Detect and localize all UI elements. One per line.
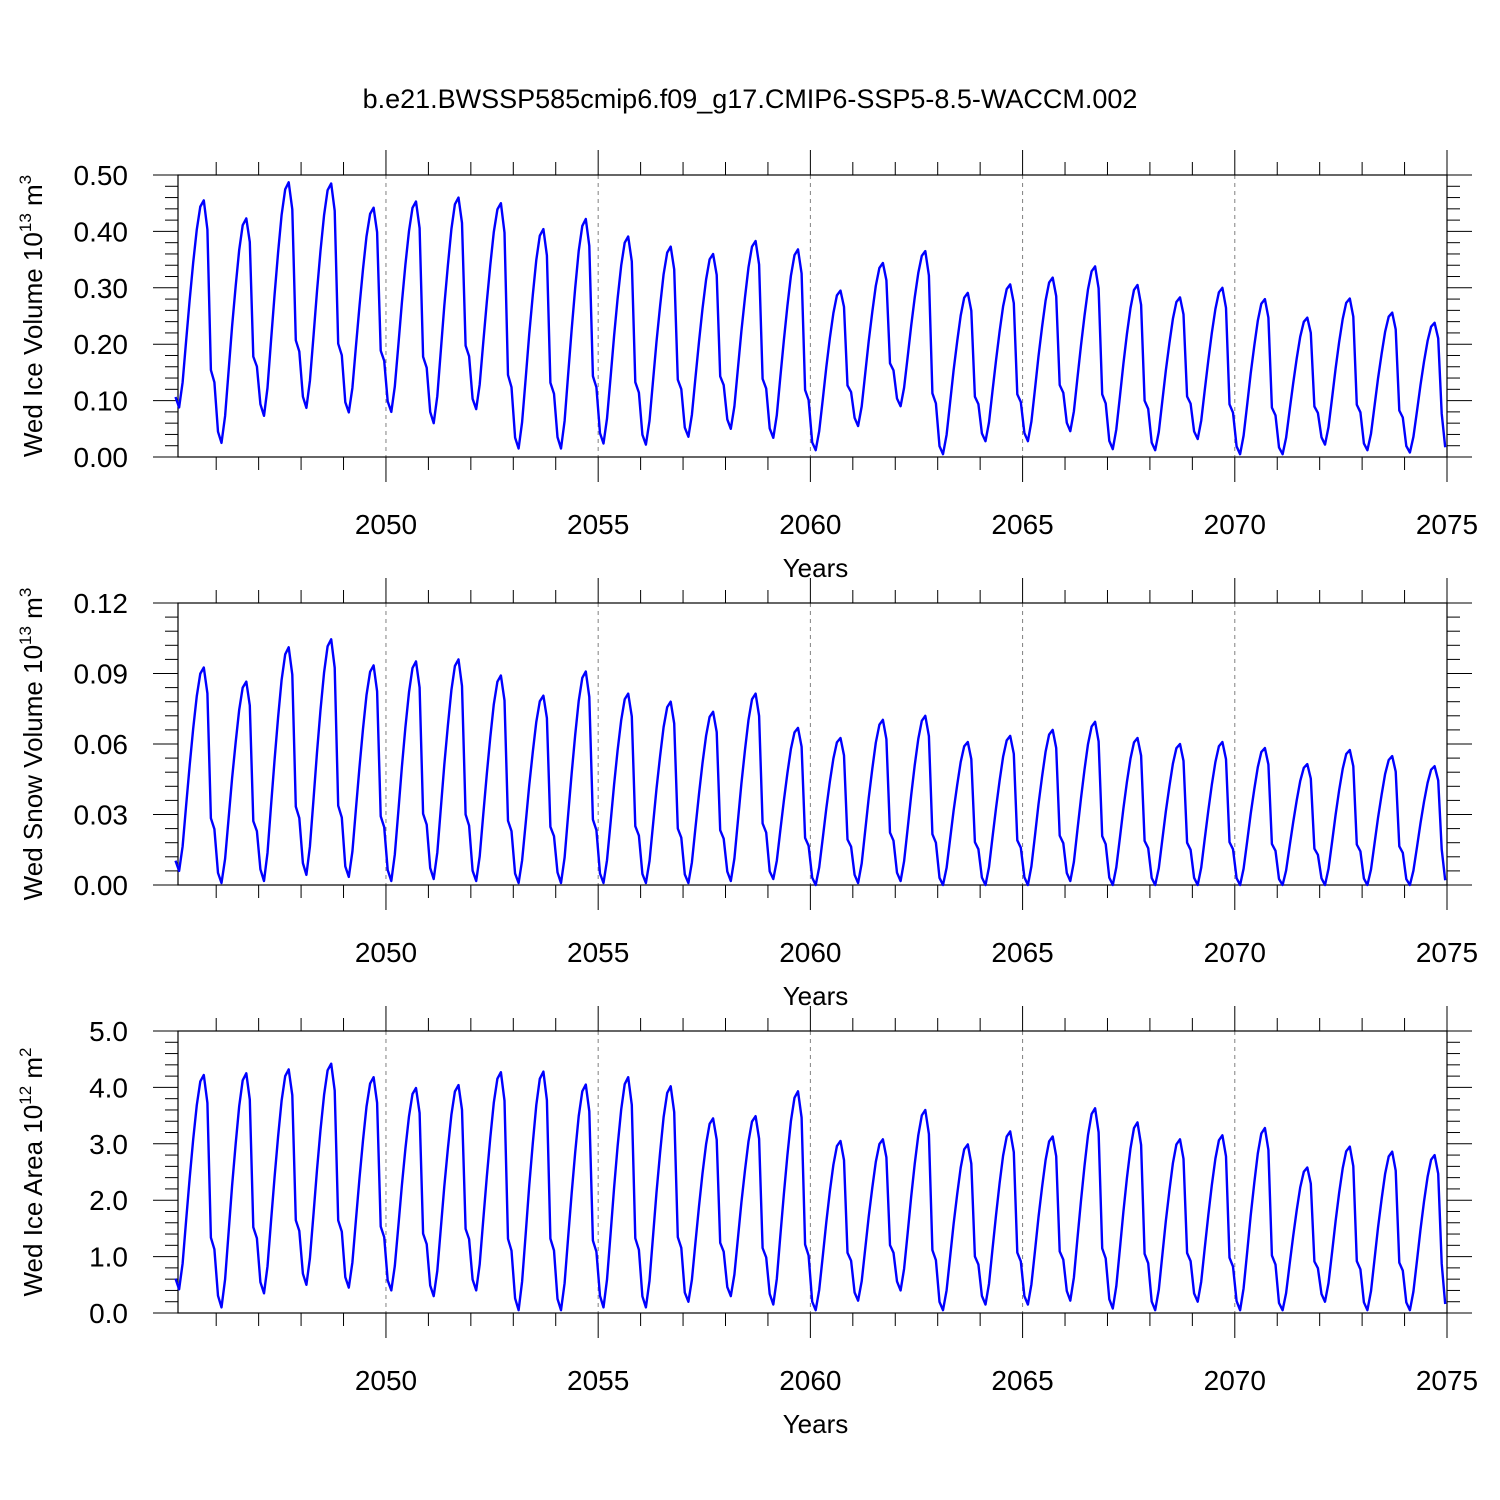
x-tick-label: 2070 bbox=[1204, 1365, 1266, 1396]
y-tick-label: 0.00 bbox=[74, 870, 129, 901]
y-tick-label: 4.0 bbox=[89, 1072, 128, 1103]
x-tick-label: 2065 bbox=[991, 509, 1053, 540]
x-tick-label: 2055 bbox=[567, 1365, 629, 1396]
y-tick-label: 3.0 bbox=[89, 1129, 128, 1160]
y-tick-label: 0.50 bbox=[74, 160, 129, 191]
x-tick-label: 2075 bbox=[1416, 1365, 1478, 1396]
x-tick-label: 2060 bbox=[779, 509, 841, 540]
x-tick-label: 2065 bbox=[991, 937, 1053, 968]
plot-frame bbox=[177, 174, 1448, 458]
y-tick-label: 0.00 bbox=[74, 442, 129, 473]
plot-frame bbox=[177, 1030, 1448, 1314]
panel-3: 0.0 1.0 2.0 3.0 4.0 5.0 2050 2055 2060 2065 2070 20… bbox=[16, 1006, 1478, 1439]
x-tick-label: 2065 bbox=[991, 1365, 1053, 1396]
x-tick-label: 2050 bbox=[355, 1365, 417, 1396]
x-tick-label: 2055 bbox=[567, 937, 629, 968]
y-tick-label: 2.0 bbox=[89, 1185, 128, 1216]
figure-title: b.e21.BWSSP585cmip6.f09_g17.CMIP6-SSP5-8… bbox=[362, 84, 1138, 114]
y-tick-label: 5.0 bbox=[89, 1016, 128, 1047]
y-tick-label: 0.09 bbox=[74, 659, 129, 690]
series-line bbox=[174, 638, 1447, 887]
x-tick-label: 2070 bbox=[1204, 509, 1266, 540]
x-axis-label: Years bbox=[783, 1409, 849, 1439]
y-tick-label: 0.0 bbox=[89, 1298, 128, 1329]
y-tick-label: 0.10 bbox=[74, 386, 129, 417]
x-tick-label: 2050 bbox=[355, 937, 417, 968]
x-tick-label: 2055 bbox=[567, 509, 629, 540]
y-tick-label: 0.12 bbox=[74, 588, 129, 619]
panel-1: 0.00 0.10 0.20 0.30 0.40 0.50 2050 2055 2060 2065… bbox=[16, 150, 1478, 583]
x-tick-label: 2075 bbox=[1416, 509, 1478, 540]
y-axis-label: Wed Ice Volume 1013 m3 bbox=[16, 175, 48, 457]
x-tick-label: 2060 bbox=[779, 1365, 841, 1396]
x-axis-label: Years bbox=[783, 981, 849, 1011]
plot-frame bbox=[177, 602, 1448, 886]
panel-2: 0.00 0.03 0.06 0.09 0.12 2050 2055 2060 2065 2070… bbox=[16, 578, 1478, 1011]
y-axis-label: Wed Snow Volume 1013 m3 bbox=[16, 588, 48, 901]
y-axis-label: Wed Ice Area 1012 m2 bbox=[16, 1047, 48, 1296]
x-tick-label: 2075 bbox=[1416, 937, 1478, 968]
y-tick-label: 0.20 bbox=[74, 329, 129, 360]
y-tick-label: 1.0 bbox=[89, 1242, 128, 1273]
y-tick-label: 0.30 bbox=[74, 273, 129, 304]
x-tick-label: 2060 bbox=[779, 937, 841, 968]
y-tick-label: 0.40 bbox=[74, 216, 129, 247]
x-axis-label: Years bbox=[783, 553, 849, 583]
series-line bbox=[174, 181, 1447, 456]
x-tick-label: 2050 bbox=[355, 509, 417, 540]
series-line bbox=[174, 1062, 1447, 1312]
y-tick-label: 0.06 bbox=[74, 729, 129, 760]
x-tick-label: 2070 bbox=[1204, 937, 1266, 968]
y-tick-label: 0.03 bbox=[74, 800, 129, 831]
